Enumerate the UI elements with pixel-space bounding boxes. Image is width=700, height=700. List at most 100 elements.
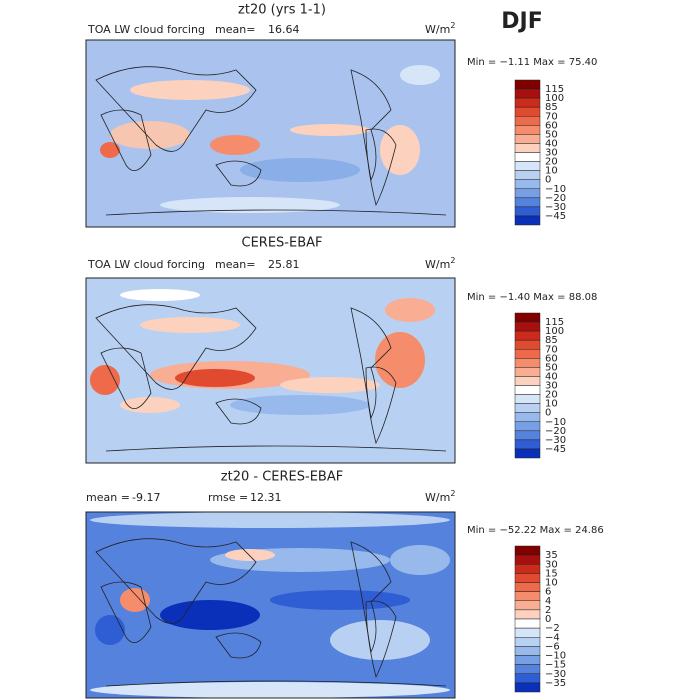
- map: [86, 40, 455, 227]
- field-patch: [225, 549, 275, 561]
- colorbar-label: 60: [545, 120, 558, 131]
- colorbar-label: 60: [545, 353, 558, 364]
- field-patch: [110, 121, 190, 149]
- field-patch: [175, 369, 255, 387]
- field-patch: [140, 317, 240, 333]
- coastline: [350, 69, 392, 182]
- colorbar-box: [514, 646, 541, 656]
- colorbar-label: 4: [545, 596, 551, 607]
- colorbar-box: [514, 88, 541, 99]
- colorbar-label: 100: [545, 93, 564, 104]
- colorbar-box: [514, 439, 541, 450]
- min-max: Min = −52.22 Max = 24.86: [467, 525, 604, 536]
- colorbar-box: [514, 412, 541, 422]
- stat-value: 16.64: [268, 23, 300, 36]
- colorbar-box: [514, 564, 541, 574]
- variable-label: TOA LW cloud forcing: [87, 258, 205, 271]
- coastline: [365, 366, 397, 445]
- colorbar-label: 85: [545, 335, 558, 346]
- coastline: [95, 538, 257, 624]
- colorbar-box: [514, 673, 541, 684]
- coastline: [215, 398, 262, 425]
- colorbar-label: −45: [545, 211, 566, 222]
- colorbar-box: [514, 554, 541, 565]
- field-patch: [330, 620, 430, 660]
- colorbar-label: −35: [545, 678, 566, 689]
- colorbar-label: 15: [545, 568, 558, 579]
- field-patch: [100, 142, 120, 158]
- units-sup: 2: [450, 21, 455, 30]
- colorbar-label: −10: [545, 417, 566, 428]
- coastline: [100, 581, 152, 644]
- colorbar-box: [514, 143, 541, 153]
- field-patch: [130, 80, 250, 100]
- colorbar-box: [514, 573, 541, 583]
- colorbar-label: −30: [545, 202, 566, 213]
- colorbar-box: [514, 655, 541, 665]
- colorbar-box: [514, 358, 541, 368]
- colorbar-label: −30: [545, 435, 566, 446]
- colorbar-box: [514, 339, 541, 350]
- field-patch: [230, 395, 370, 415]
- stat-value: 25.81: [268, 258, 300, 271]
- colorbar-label: 10: [545, 399, 558, 410]
- colorbar-label: −20: [545, 193, 566, 204]
- colorbar-label: 35: [545, 550, 558, 561]
- colorbar-box: [514, 206, 541, 217]
- colorbar-label: 40: [545, 138, 558, 149]
- colorbar-label: 115: [545, 317, 564, 328]
- colorbar-box: [514, 591, 541, 601]
- colorbar-label: −45: [545, 444, 566, 455]
- colorbar-label: 30: [545, 381, 558, 392]
- units-sup: 2: [450, 489, 455, 498]
- colorbar-box: [514, 106, 541, 117]
- variable-label: TOA LW cloud forcing: [87, 23, 205, 36]
- colorbar-label: 0: [545, 175, 551, 186]
- colorbar-box: [514, 312, 541, 323]
- units: W/m2: [425, 489, 455, 505]
- coastline: [215, 160, 262, 187]
- stat-label: rmse =: [208, 491, 248, 504]
- map: [86, 512, 455, 698]
- colorbar-label: 100: [545, 326, 564, 337]
- colorbar-box: [514, 152, 541, 162]
- stat-label: mean=: [215, 23, 255, 36]
- coastline: [105, 209, 447, 216]
- colorbar-label: 115: [545, 84, 564, 95]
- coastline: [105, 680, 447, 687]
- field-patch: [270, 590, 410, 610]
- colorbar-box: [514, 582, 541, 592]
- colorbar-label: 50: [545, 129, 558, 140]
- colorbar-box: [514, 134, 541, 144]
- colorbar-box: [514, 394, 541, 404]
- colorbar-box: [514, 637, 541, 647]
- colorbar-box: [514, 545, 541, 556]
- min-max: Min = −1.11 Max = 75.40: [467, 57, 597, 68]
- colorbar-box: [514, 421, 541, 432]
- stat-value: 12.31: [250, 491, 282, 504]
- field-patch: [120, 289, 200, 301]
- colorbar-label: −15: [545, 660, 566, 671]
- colorbar-box: [514, 609, 541, 620]
- colorbar-box: [514, 321, 541, 332]
- colorbar-box: [514, 97, 541, 108]
- colorbar-label: 85: [545, 102, 558, 113]
- units-base: W/m: [425, 23, 450, 36]
- field-patch: [120, 397, 180, 413]
- coastline: [350, 541, 392, 654]
- colorbar-label: 10: [545, 166, 558, 177]
- panel-title: zt20 (yrs 1-1): [238, 3, 326, 18]
- colorbar-box: [514, 430, 541, 441]
- units-sup: 2: [450, 256, 455, 265]
- colorbar-box: [514, 403, 541, 413]
- stat-label: mean=: [215, 258, 255, 271]
- colorbar-label: 10: [545, 578, 558, 589]
- field-patch: [90, 365, 120, 395]
- panel-title: zt20 - CERES-EBAF: [221, 470, 343, 485]
- field-patch: [90, 682, 450, 698]
- colorbar-box: [514, 367, 541, 377]
- colorbar-label: 6: [545, 587, 551, 598]
- coastline: [95, 304, 257, 390]
- field-patch: [380, 125, 420, 175]
